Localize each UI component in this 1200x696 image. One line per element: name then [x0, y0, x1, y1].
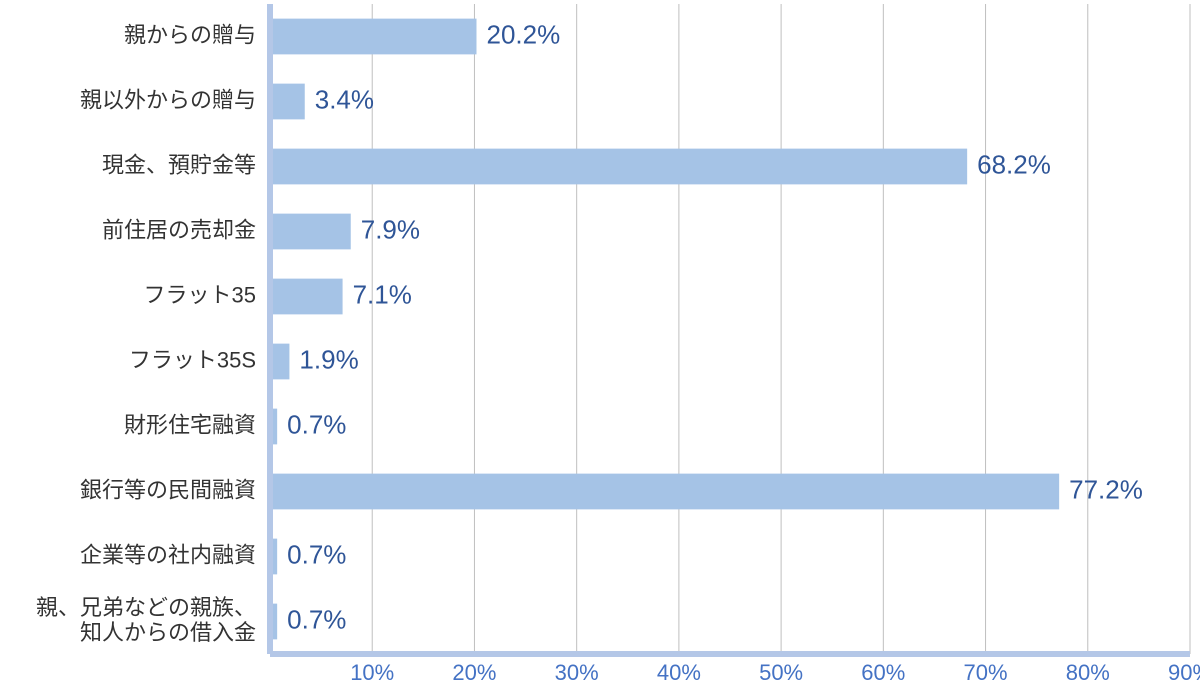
bar-value-label: 7.9%: [361, 214, 420, 244]
bar: [270, 279, 343, 315]
x-tick-label: 60%: [861, 660, 905, 685]
bar-value-label: 0.7%: [287, 409, 346, 439]
bar-value-label: 0.7%: [287, 539, 346, 569]
category-label: 前住居の売却金: [102, 217, 256, 242]
category-label: 企業等の社内融資: [80, 542, 256, 567]
category-label: フラット35: [144, 282, 256, 307]
x-tick-label: 80%: [1066, 660, 1110, 685]
category-label: フラット35S: [129, 347, 256, 372]
category-label: 財形住宅融資: [124, 412, 256, 437]
x-tick-label: 40%: [657, 660, 701, 685]
bar: [270, 19, 476, 55]
bar-value-label: 7.1%: [353, 279, 412, 309]
bar: [270, 84, 305, 120]
bar-value-label: 0.7%: [287, 604, 346, 634]
category-label: 現金、預貯金等: [102, 152, 256, 177]
bar-value-label: 68.2%: [977, 149, 1051, 179]
bar-value-label: 20.2%: [486, 19, 560, 49]
x-tick-label: 10%: [350, 660, 394, 685]
bar-value-label: 1.9%: [299, 344, 358, 374]
category-label: 銀行等の民間融資: [80, 477, 256, 502]
bar: [270, 474, 1059, 510]
category-label: 親以外からの贈与: [80, 87, 256, 112]
x-tick-label: 70%: [964, 660, 1008, 685]
x-tick-label: 90%: [1168, 660, 1200, 685]
x-tick-label: 50%: [759, 660, 803, 685]
bar: [270, 214, 351, 250]
x-tick-label: 20%: [452, 660, 496, 685]
bar-value-label: 3.4%: [315, 84, 374, 114]
bar: [270, 149, 967, 185]
bar-value-label: 77.2%: [1069, 474, 1143, 504]
bar-chart: 20.2% 親からの贈与 3.4% 親以外からの贈与 68.2% 現金、預貯金等 7.9% 前…: [0, 0, 1200, 696]
x-tick-label: 30%: [555, 660, 599, 685]
category-label: 親からの贈与: [124, 22, 256, 47]
